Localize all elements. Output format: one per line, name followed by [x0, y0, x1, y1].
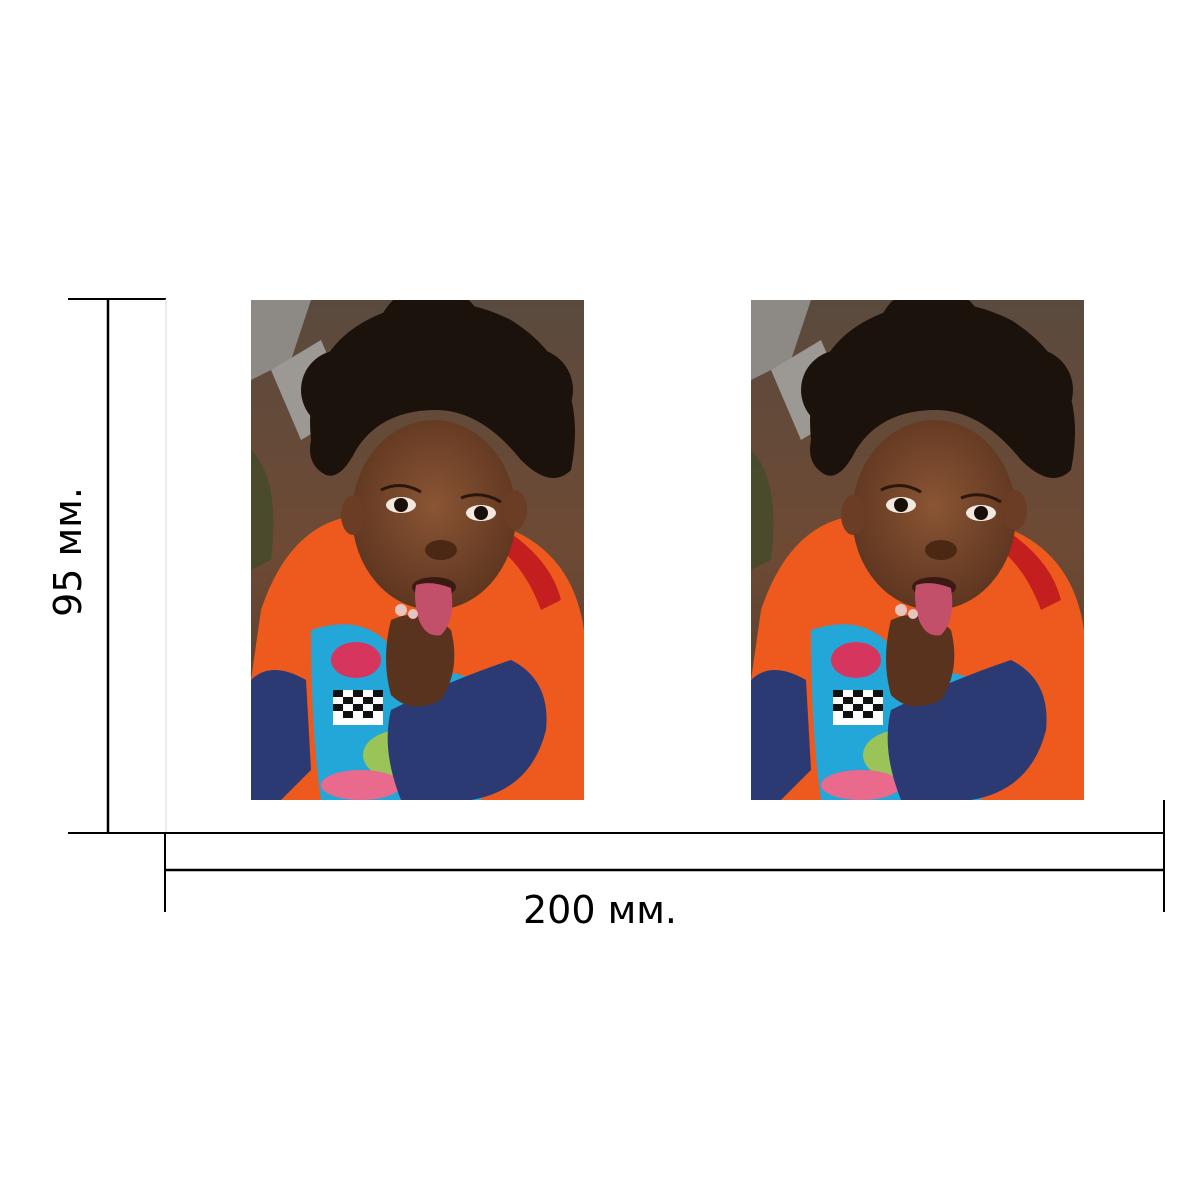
height-dimension-label: 95 мм.: [46, 487, 90, 617]
child-portrait-image: [751, 300, 1084, 800]
photo-left: [251, 300, 584, 800]
child-portrait-image: [251, 300, 584, 800]
photo-right: [751, 300, 1084, 800]
width-dimension-label: 200 мм.: [522, 888, 678, 932]
